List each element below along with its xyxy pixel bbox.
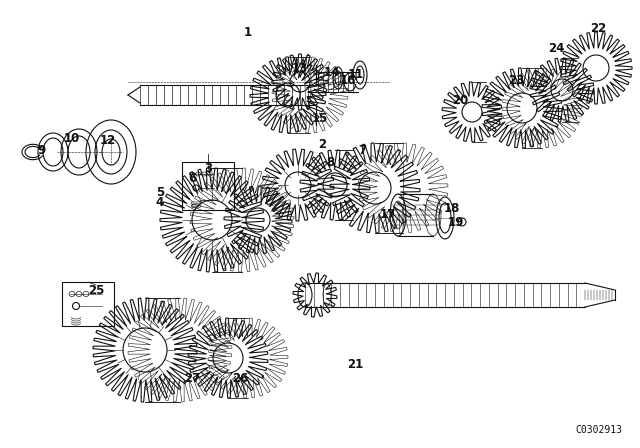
Text: 12: 12 — [100, 134, 116, 146]
Text: 9: 9 — [38, 143, 46, 156]
Text: 21: 21 — [347, 358, 363, 371]
Text: 25: 25 — [88, 284, 104, 297]
Text: 3: 3 — [204, 161, 212, 175]
Bar — [62, 282, 114, 326]
Text: 4: 4 — [156, 195, 164, 208]
Text: 20: 20 — [452, 94, 468, 107]
Text: 22: 22 — [590, 22, 606, 34]
Text: 26: 26 — [232, 371, 248, 384]
Text: 11: 11 — [348, 69, 364, 82]
Text: 23: 23 — [508, 73, 524, 86]
Text: 2: 2 — [318, 138, 326, 151]
Text: 8: 8 — [326, 155, 334, 168]
Text: 7: 7 — [358, 143, 366, 156]
Text: 18: 18 — [444, 202, 460, 215]
Bar — [182, 162, 234, 210]
Text: 1: 1 — [244, 26, 252, 39]
Text: 13: 13 — [292, 61, 308, 74]
Text: 19: 19 — [448, 215, 464, 228]
Text: 10: 10 — [64, 132, 80, 145]
Text: 14: 14 — [324, 65, 340, 78]
Text: 6: 6 — [188, 172, 196, 185]
Text: 16: 16 — [340, 73, 356, 86]
Text: C0302913: C0302913 — [575, 425, 622, 435]
Text: 27: 27 — [184, 371, 200, 384]
Text: 15: 15 — [312, 112, 328, 125]
Text: 5: 5 — [156, 185, 164, 198]
Text: 17: 17 — [380, 208, 396, 221]
Text: 24: 24 — [548, 42, 564, 55]
